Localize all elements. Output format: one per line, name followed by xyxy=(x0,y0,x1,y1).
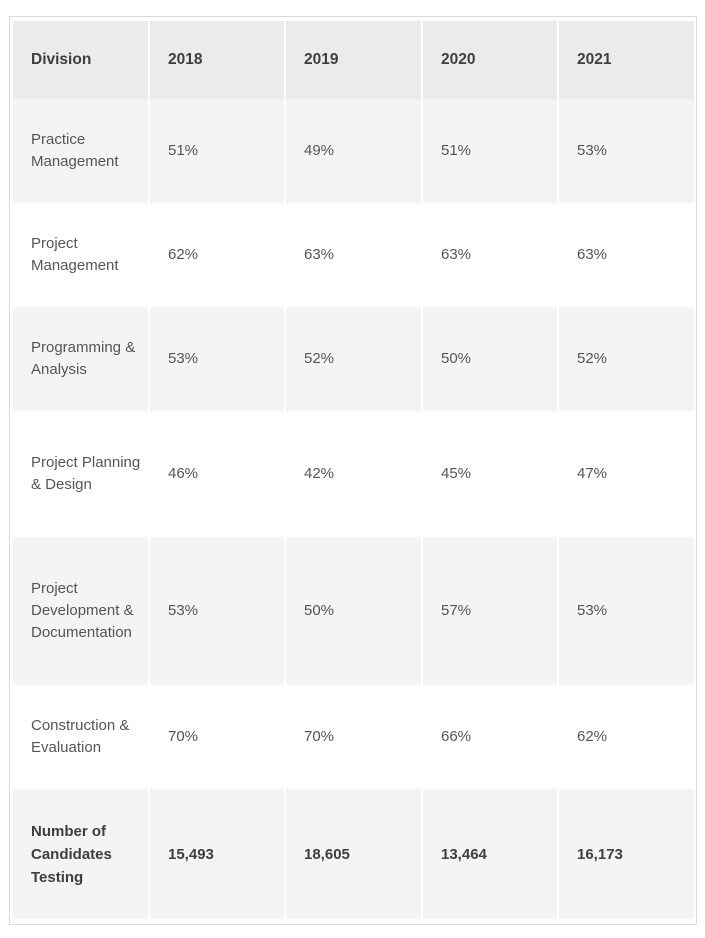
division-name: Project Development & Documentation xyxy=(13,537,149,685)
pass-rate-2021: 52% xyxy=(557,307,694,411)
pass-rate-2020: 57% xyxy=(421,537,558,685)
pass-rate-2020: 50% xyxy=(421,307,558,411)
table-row: Programming & Analysis 53% 52% 50% 52% xyxy=(13,307,694,411)
pass-rate-2019: 52% xyxy=(284,307,422,411)
table-header-row: Division 2018 2019 2020 2021 xyxy=(13,21,694,99)
pass-rate-2018: 53% xyxy=(148,537,285,685)
total-row: Number of Candidates Testing 15,493 18,6… xyxy=(13,789,694,919)
pass-rate-2021: 63% xyxy=(557,203,694,307)
header-2019: 2019 xyxy=(284,21,422,99)
pass-rate-2020: 63% xyxy=(421,203,558,307)
candidates-2019: 18,605 xyxy=(284,789,422,919)
pass-rate-2019: 50% xyxy=(284,537,422,685)
candidates-2020: 13,464 xyxy=(421,789,558,919)
table-row: Practice Management 51% 49% 51% 53% xyxy=(13,99,694,203)
division-name: Project Management xyxy=(13,203,149,307)
pass-rate-2021: 53% xyxy=(557,537,694,685)
division-name: Programming & Analysis xyxy=(13,307,149,411)
table-row: Project Management 62% 63% 63% 63% xyxy=(13,203,694,307)
table-row: Project Development & Documentation 53% … xyxy=(13,537,694,685)
header-division: Division xyxy=(13,21,149,99)
candidates-2018: 15,493 xyxy=(148,789,285,919)
division-name: Project Planning & Design xyxy=(13,411,149,537)
pass-rate-2020: 45% xyxy=(421,411,558,537)
pass-rate-2019: 70% xyxy=(284,685,422,789)
division-name: Practice Management xyxy=(13,99,149,203)
pass-rate-2019: 42% xyxy=(284,411,422,537)
candidates-2021: 16,173 xyxy=(557,789,694,919)
pass-rate-2020: 66% xyxy=(421,685,558,789)
header-2020: 2020 xyxy=(421,21,558,99)
pass-rate-2021: 53% xyxy=(557,99,694,203)
pass-rate-2021: 62% xyxy=(557,685,694,789)
header-2018: 2018 xyxy=(148,21,285,99)
pass-rate-2018: 62% xyxy=(148,203,285,307)
pass-rate-2019: 49% xyxy=(284,99,422,203)
table-row: Project Planning & Design 46% 42% 45% 47… xyxy=(13,411,694,537)
division-name: Construction & Evaluation xyxy=(13,685,149,789)
table-row: Construction & Evaluation 70% 70% 66% 62… xyxy=(13,685,694,789)
pass-rate-2018: 70% xyxy=(148,685,285,789)
pass-rate-2018: 46% xyxy=(148,411,285,537)
pass-rate-2021: 47% xyxy=(557,411,694,537)
pass-rate-2020: 51% xyxy=(421,99,558,203)
total-label: Number of Candidates Testing xyxy=(13,789,149,919)
pass-rate-2018: 53% xyxy=(148,307,285,411)
header-2021: 2021 xyxy=(557,21,694,99)
pass-rates-table: Division 2018 2019 2020 2021 Practice Ma… xyxy=(13,21,694,919)
pass-rate-2018: 51% xyxy=(148,99,285,203)
pass-rate-2019: 63% xyxy=(284,203,422,307)
